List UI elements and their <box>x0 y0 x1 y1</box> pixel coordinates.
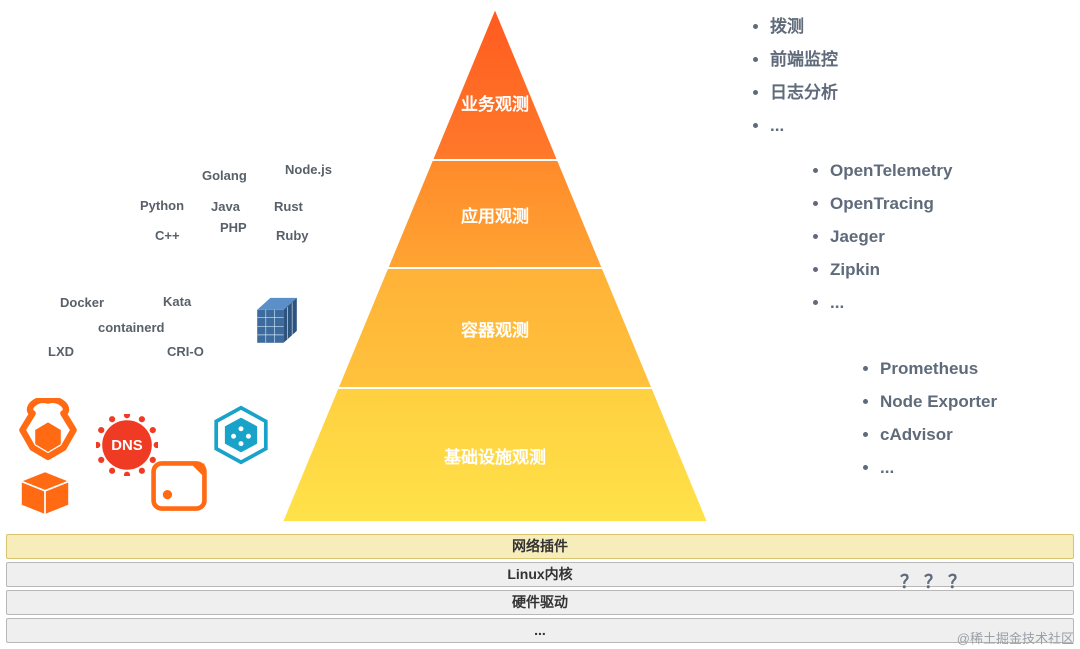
note-card-icon <box>150 460 208 512</box>
lang-tag: Python <box>140 198 184 213</box>
lang-tag: C++ <box>155 228 180 243</box>
pyramid-level-1 <box>387 160 602 268</box>
right-list-item: Zipkin <box>830 259 953 282</box>
container-tag: containerd <box>98 320 164 335</box>
pyramid-level-2 <box>338 268 653 388</box>
pyramid-label-1: 应用观测 <box>415 202 575 227</box>
lang-tag: PHP <box>220 220 247 235</box>
right-list-item: Prometheus <box>880 358 997 381</box>
pyramid-label-2: 容器观测 <box>415 316 575 341</box>
right-list-item: 前端监控 <box>770 49 838 72</box>
right-list-item: Node Exporter <box>880 391 997 414</box>
container-tag: Kata <box>163 294 191 309</box>
container-tag: CRI-O <box>167 344 204 359</box>
right-list-application: OpenTelemetry OpenTracing Jaeger Zipkin... <box>808 160 953 325</box>
container-tag: LXD <box>48 344 74 359</box>
svg-text:DNS: DNS <box>111 438 142 454</box>
right-list-item: OpenTelemetry <box>830 160 953 183</box>
lang-tag: Node.js <box>285 162 332 177</box>
right-list-container: Prometheus Node Exporter cAdvisor... <box>858 358 997 490</box>
cube-net-icon <box>210 404 272 466</box>
right-list-item: cAdvisor <box>880 424 997 447</box>
hex-fox-icon <box>16 398 80 462</box>
dns-badge-icon: DNS <box>96 414 158 476</box>
right-list-item: Jaeger <box>830 226 953 249</box>
box-solid-icon <box>16 468 74 516</box>
pyramid-level-0 <box>432 8 558 160</box>
pyramid-label-3: 基础设施观测 <box>415 443 575 468</box>
right-list-item: ... <box>830 292 953 315</box>
lang-tag: Java <box>211 199 240 214</box>
right-list-item: OpenTracing <box>830 193 953 216</box>
right-list-item: 拨测 <box>770 16 838 39</box>
question-marks: ？？？ <box>900 568 972 594</box>
container-tag: Docker <box>60 295 104 310</box>
right-list-business: 拨测前端监控日志分析... <box>748 16 838 148</box>
right-list-item: ... <box>880 457 997 480</box>
base-bar: 网络插件 <box>6 534 1074 559</box>
lang-tag: Golang <box>202 168 247 183</box>
right-list-item: ... <box>770 115 838 138</box>
lang-tag: Ruby <box>276 228 309 243</box>
pyramid-label-0: 业务观测 <box>415 90 575 115</box>
watermark: @稀土掘金技术社区 <box>957 628 1074 647</box>
lang-tag: Rust <box>274 199 303 214</box>
base-bar: ... <box>6 618 1074 643</box>
pyramid-level-3 <box>282 388 708 522</box>
container-cube-icon <box>244 290 310 361</box>
right-list-item: 日志分析 <box>770 82 838 105</box>
